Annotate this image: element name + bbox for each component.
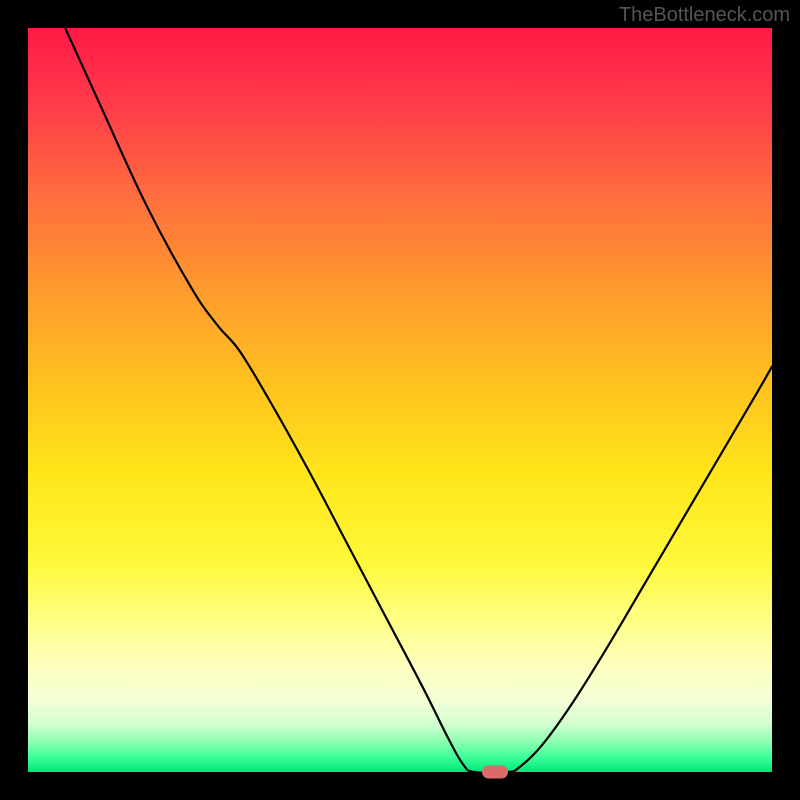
optimal-marker [482, 766, 508, 779]
bottleneck-curve [28, 28, 772, 772]
watermark-text: TheBottleneck.com [619, 4, 790, 27]
chart-plot-area [28, 28, 772, 772]
curve-path [65, 28, 772, 772]
